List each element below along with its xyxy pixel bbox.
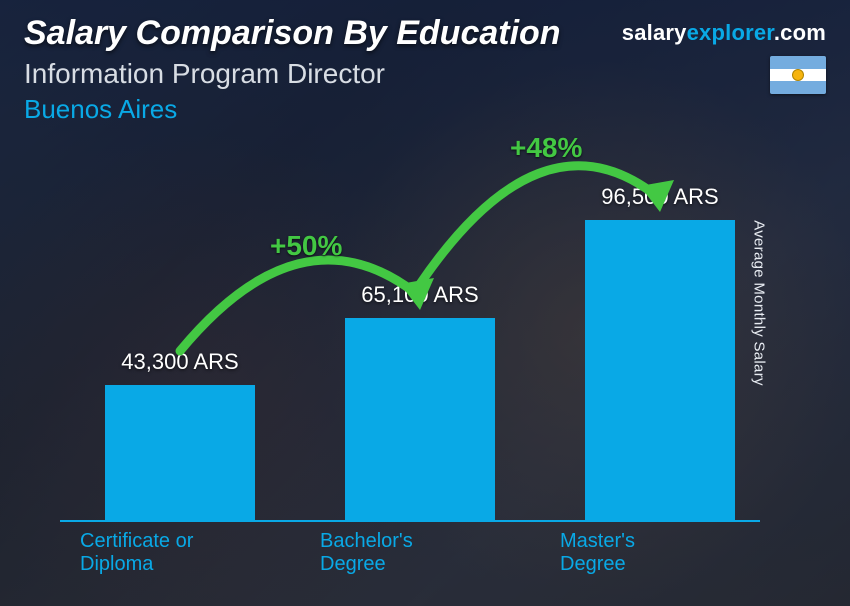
x-label: Certificate orDiploma [80,530,280,576]
bar-2: 96,500 ARS [585,220,735,520]
bar-rect [585,220,735,520]
brand-logo: salaryexplorer.com [622,20,826,46]
bar-rect [345,318,495,520]
flag-sun-icon [793,70,803,80]
bars-area: 43,300 ARS 65,100 ARS 96,500 ARS [60,160,760,520]
salary-bar-chart: 43,300 ARS 65,100 ARS 96,500 ARS Certifica… [60,160,760,578]
page-title: Salary Comparison By Education [24,14,561,53]
job-title: Information Program Director [24,58,385,90]
brand-suffix: .com [774,20,826,45]
infographic-root: Salary Comparison By Education Informati… [0,0,850,606]
flag-stripe-top [770,56,826,69]
bar-1: 65,100 ARS [345,318,495,520]
brand-prefix: salary [622,20,687,45]
x-label: Bachelor'sDegree [320,530,520,576]
bar-0: 43,300 ARS [105,385,255,520]
argentina-flag-icon [770,56,826,94]
brand-accent: explorer [687,20,774,45]
bar-value-label: 65,100 ARS [310,282,530,308]
x-label: Master'sDegree [560,530,760,576]
bar-value-label: 96,500 ARS [550,184,770,210]
bar-rect [105,385,255,520]
bar-value-label: 43,300 ARS [70,349,290,375]
flag-stripe-bot [770,81,826,94]
x-labels-area: Certificate orDiploma Bachelor'sDegree Mas… [60,522,760,578]
location-label: Buenos Aires [24,94,177,125]
